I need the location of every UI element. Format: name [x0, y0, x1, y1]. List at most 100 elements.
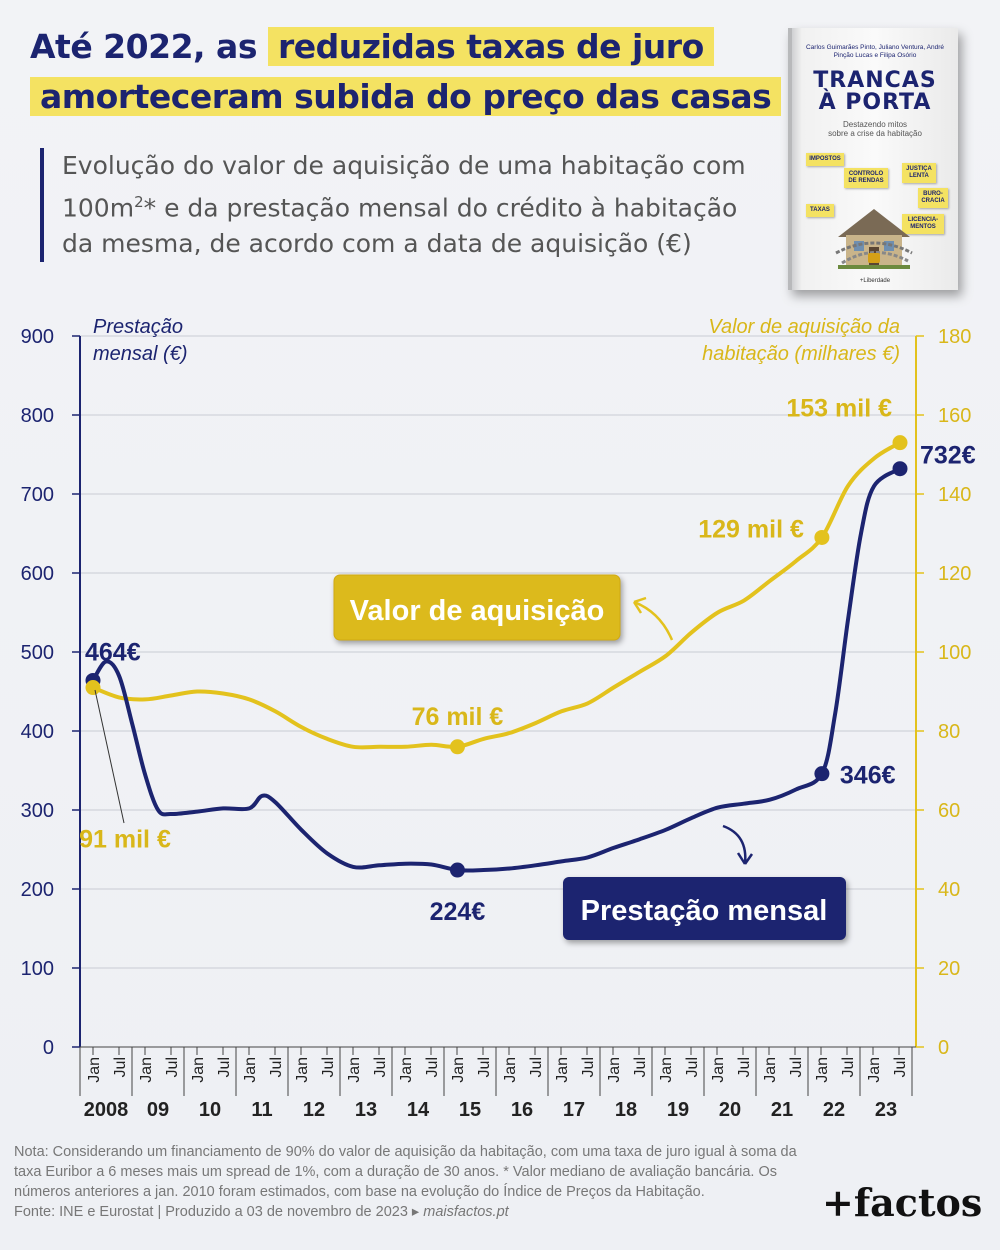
left-tick-label: 600 [21, 563, 54, 585]
data-label-prestacao: 224€ [430, 898, 486, 926]
marker-prestacao [814, 766, 830, 782]
year-label: 20 [719, 1099, 741, 1121]
marker-valor [85, 680, 101, 696]
x-tick-label: Jul [788, 1057, 805, 1077]
series-line-valor [92, 440, 902, 750]
x-tick-label: Jul [320, 1057, 337, 1077]
x-tick-label: Jan [242, 1057, 259, 1083]
year-label: 22 [823, 1099, 845, 1121]
data-label-valor: 76 mil € [412, 703, 504, 731]
subtitle-line2-pre: 100m [62, 193, 135, 223]
left-tick-label: 400 [21, 721, 54, 743]
right-tick-label: 100 [938, 642, 971, 664]
callout-prestacao-label: Prestação mensal [581, 895, 828, 927]
right-tick-label: 0 [938, 1037, 949, 1059]
year-label: 14 [407, 1099, 430, 1121]
marker-valor [814, 529, 830, 545]
data-label-prestacao: 346€ [840, 762, 896, 790]
sticky-note: TAXAS [806, 204, 834, 217]
sticky-note: IMPOSTOS [806, 153, 844, 166]
left-tick-label: 0 [43, 1037, 54, 1059]
marker-valor [449, 739, 465, 755]
title-part1: Até 2022, as [30, 27, 257, 66]
year-label: 23 [875, 1099, 897, 1121]
x-tick-label: Jul [892, 1057, 909, 1077]
data-label-valor: 129 mil € [698, 515, 804, 543]
book-title-line2: À PORTA [818, 90, 932, 115]
callout-valor-arrow [633, 600, 674, 641]
left-axis: 0 100 200 300 400 500 600 700 800 900 [21, 326, 80, 1059]
title-highlight-1: reduzidas taxas de juro [267, 27, 714, 66]
brand-logo: +factos [822, 1180, 983, 1225]
sticky-note: BURO-CRACIA [918, 188, 948, 208]
data-label-prestacao: 464€ [85, 638, 141, 666]
right-tick-label: 120 [938, 563, 971, 585]
subtitle-line2-post: * e da prestação mensal do crédito à hab… [143, 193, 738, 223]
x-tick-label: Jan [450, 1057, 467, 1083]
data-labels: 464€ 224€ 346€ 732€ 91 mil € 76 mil € 129 mil … [79, 395, 976, 926]
left-tick-label: 200 [21, 879, 54, 901]
year-label: 15 [459, 1099, 481, 1121]
x-tick-label: Jan [710, 1057, 727, 1083]
label-connector [94, 689, 125, 824]
book-title-line1: TRANCAS [813, 68, 937, 93]
x-tick-label: Jan [294, 1057, 311, 1083]
x-tick-label: Jan [866, 1057, 883, 1083]
year-label: 11 [251, 1099, 272, 1121]
house-chained-icon [835, 209, 913, 269]
book-publisher: +Liberdade [859, 278, 891, 284]
callout-valor-arrowhead [632, 596, 647, 614]
year-label: 18 [615, 1099, 637, 1121]
year-label: 09 [147, 1099, 169, 1121]
year-label: 17 [563, 1099, 585, 1121]
series-line-prestacao [91, 466, 902, 873]
x-tick-label: Jan [398, 1057, 415, 1083]
book-cover: Carlos Guimarães Pinto, Juliano Ventura,… [788, 28, 958, 290]
x-tick-label: Jan [86, 1057, 103, 1083]
x-tick-label: Jan [346, 1057, 363, 1083]
x-tick-label: Jul [580, 1057, 597, 1077]
year-label: 12 [303, 1099, 325, 1121]
sticky-note: CONTROLO DE RENDAS [844, 168, 888, 188]
left-axis-label-line2: mensal (€) [93, 343, 187, 365]
left-tick-label: 900 [21, 326, 54, 348]
x-tick-label: Jul [424, 1057, 441, 1077]
x-axis: Jan Jul Jan Jul Jan Jul Jan Jul Jan Jul Jan Jul Jan J… [79, 1046, 916, 1121]
right-axis: 0 20 40 60 80 100 120 140 160 180 [916, 326, 971, 1059]
year-label: 13 [355, 1099, 377, 1121]
marker-prestacao [892, 461, 908, 477]
year-label: 2008 [84, 1099, 129, 1121]
callout-prestacao-arrowhead [736, 852, 754, 865]
marker-valor [892, 435, 908, 451]
page-title: Até 2022, as reduzidas taxas de juro amo… [30, 22, 790, 122]
marker-prestacao [449, 862, 465, 878]
series-markers [85, 435, 908, 878]
x-tick-label: Jul [736, 1057, 753, 1077]
book-subtitle-line1: Destazendo mitos [842, 120, 908, 129]
source-line: Fonte: INE e Eurostat | Produzido a 03 d… [14, 1204, 420, 1220]
right-tick-label: 140 [938, 484, 971, 506]
callout-prestacao: Prestação mensal [563, 877, 846, 940]
subtitle-line3: da mesma, de acordo com a data de aquisi… [62, 229, 692, 259]
left-tick-label: 800 [21, 405, 54, 427]
year-label: 16 [511, 1099, 533, 1121]
source-link[interactable]: maisfactos.pt [423, 1204, 509, 1220]
right-tick-label: 180 [938, 326, 971, 348]
x-tick-label: Jul [372, 1057, 389, 1077]
callout-valor: Valor de aquisição [333, 574, 621, 641]
x-tick-label: Jul [684, 1057, 701, 1077]
x-tick-label: Jul [268, 1057, 285, 1077]
x-tick-label: Jul [632, 1057, 649, 1077]
year-label: 10 [199, 1099, 221, 1121]
x-tick-label: Jul [164, 1057, 181, 1077]
year-label: 19 [667, 1099, 689, 1121]
left-tick-label: 500 [21, 642, 54, 664]
x-tick-label: Jul [216, 1057, 233, 1077]
right-tick-label: 60 [938, 800, 960, 822]
x-tick-label: Jan [762, 1057, 779, 1083]
subtitle-sup: 2 [134, 193, 144, 211]
x-tick-label: Jan [502, 1057, 519, 1083]
x-tick-label: Jul [112, 1057, 129, 1077]
x-tick-label: Jan [138, 1057, 155, 1083]
right-axis-label-line2: habitação (milhares €) [702, 343, 900, 365]
